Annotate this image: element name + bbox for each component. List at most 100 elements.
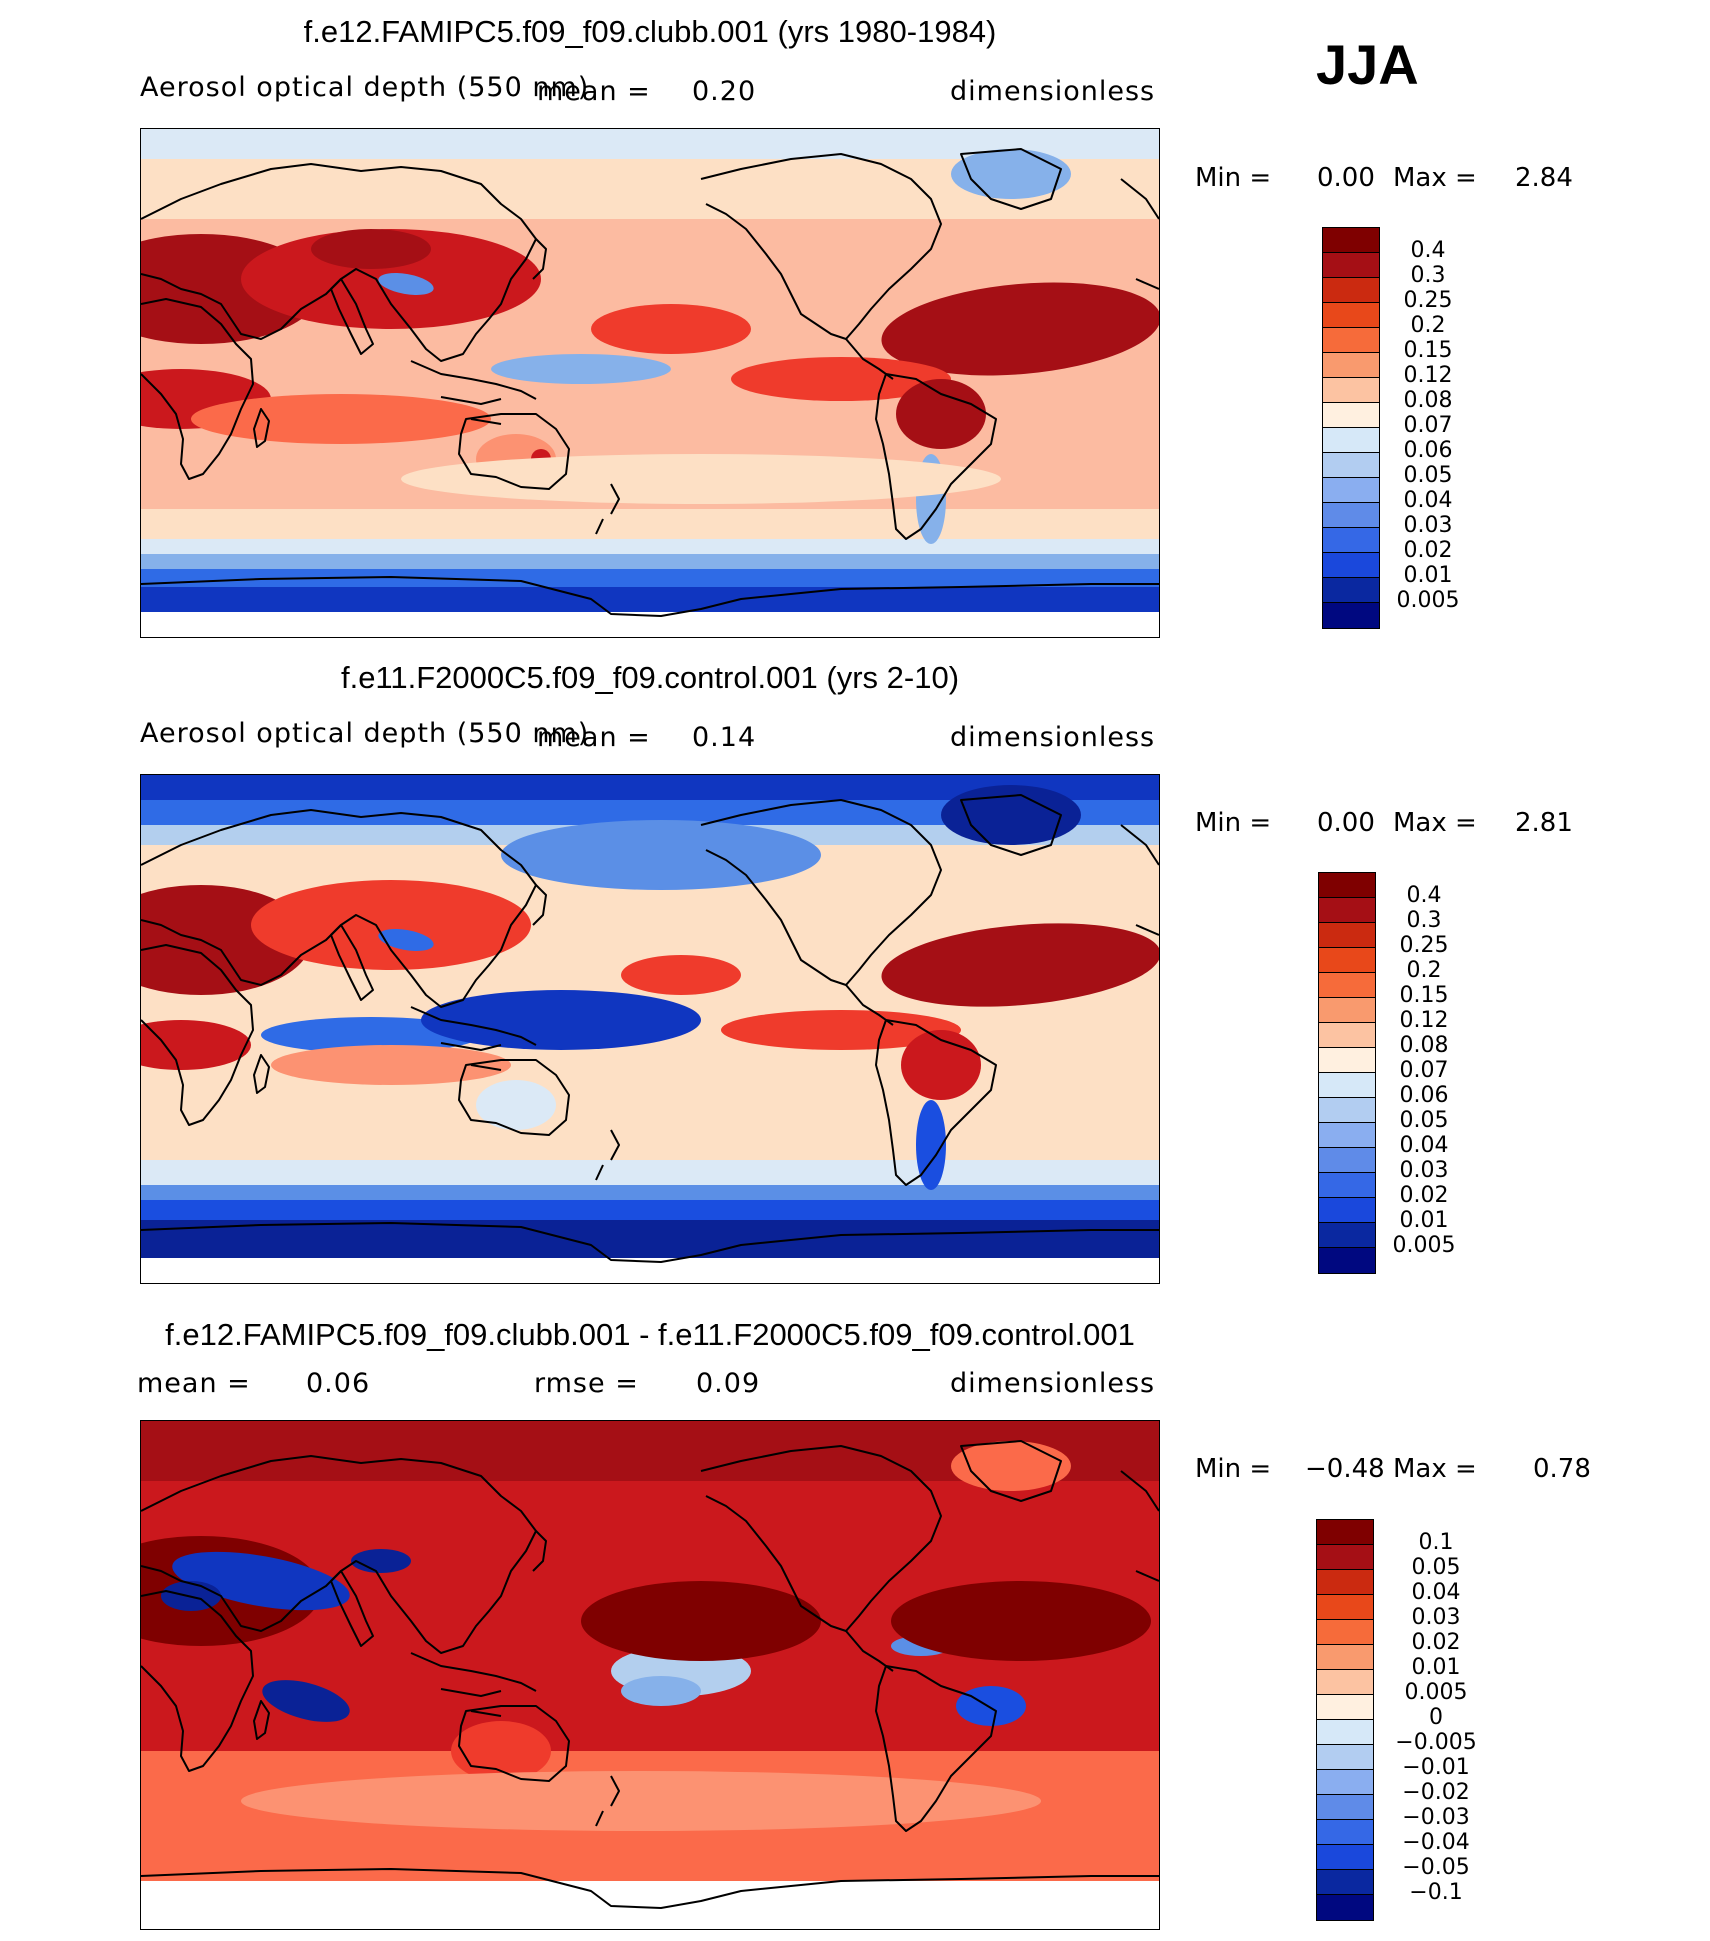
colorbar-swatch (1319, 873, 1375, 898)
colorbar-level-label: 0.2 (1410, 313, 1446, 338)
colorbar-level-label: 0.2 (1406, 958, 1442, 983)
colorbar (1316, 1519, 1374, 1921)
coastline (141, 163, 537, 362)
aod-field-blob (621, 955, 741, 995)
colorbar-level-label: 0.04 (1399, 1133, 1449, 1158)
coastline (595, 483, 620, 535)
aod-field-blob (581, 1581, 821, 1661)
aod-field-blob (621, 1676, 701, 1706)
atlantic-high-aod (881, 282, 1159, 376)
coastline (330, 924, 374, 1001)
colorbar-swatch (1317, 1620, 1373, 1645)
min-label: Min = (1195, 808, 1272, 838)
colorbar-level-label: 0.04 (1411, 1580, 1461, 1605)
colorbar-swatch (1319, 1173, 1375, 1198)
colorbar-level-label: 0.15 (1403, 338, 1453, 363)
colorbar-swatch (1323, 428, 1379, 453)
aod-field-blob (951, 1441, 1071, 1491)
min-value: −0.48 (1305, 1454, 1385, 1484)
colorbar-swatch (1319, 1123, 1375, 1148)
coastline (960, 794, 1062, 856)
colorbar-swatch (1323, 478, 1379, 503)
colorbar-level-label: 0.05 (1399, 1108, 1449, 1133)
coastline (141, 944, 254, 1126)
aod-field-blob (491, 354, 671, 384)
coastline (440, 396, 502, 425)
colorbar-level-label: 0.25 (1399, 933, 1449, 958)
colorbar-level-label: 0.08 (1399, 1033, 1449, 1058)
colorbar-level-label: 0.02 (1411, 1630, 1461, 1655)
aod-field-band (141, 569, 1159, 587)
aod-field-blob (916, 1100, 946, 1190)
coastline (875, 1019, 997, 1186)
colorbar-swatch (1317, 1895, 1373, 1920)
coastline (532, 884, 547, 926)
colorbar-level-label: −0.01 (1402, 1755, 1470, 1780)
aod-map (140, 128, 1160, 638)
coastline (141, 576, 1159, 617)
aod-field-blob (378, 929, 434, 951)
coastline (253, 408, 270, 448)
aod-field-blob (401, 454, 1001, 504)
field-name: Aerosol optical depth (550 nm) (140, 718, 590, 749)
colorbar-level-label: 0.005 (1392, 1233, 1456, 1258)
min-label: Min = (1195, 163, 1272, 193)
colorbar-swatch (1319, 1223, 1375, 1248)
colorbar-swatch (1323, 578, 1379, 603)
colorbar-level-label: 0.005 (1396, 588, 1460, 613)
aod-field-blob (241, 1771, 1041, 1831)
min-value: 0.00 (1317, 808, 1375, 838)
coastline (875, 1665, 997, 1832)
aod-field-blob (891, 1581, 1151, 1661)
aod-field-blob (351, 1549, 411, 1573)
colorbar-swatch (1319, 898, 1375, 923)
colorbar-level-label: 0.06 (1403, 438, 1453, 463)
colorbar-level-label: 0.15 (1399, 983, 1449, 1008)
colorbar-swatch (1319, 1148, 1375, 1173)
unresolved-band (141, 1881, 1159, 1929)
min-label: Min = (1195, 1454, 1272, 1484)
mean-value: 0.14 (692, 722, 757, 753)
mean-label: mean = (537, 76, 651, 107)
colorbar-swatch (1317, 1745, 1373, 1770)
aod-field-band (141, 1185, 1159, 1200)
aod-field-blob (378, 273, 434, 295)
colorbar (1322, 227, 1380, 629)
colorbar-swatch (1317, 1720, 1373, 1745)
coastline (141, 298, 254, 480)
coastline (141, 809, 537, 1008)
units-label: dimensionless (950, 76, 1156, 107)
colorbar-level-label: 0.03 (1399, 1158, 1449, 1183)
aod-field-blob (956, 1686, 1026, 1726)
coastline (595, 1129, 620, 1181)
coastline (141, 1590, 254, 1772)
colorbar-level-label: 0.05 (1411, 1555, 1461, 1580)
colorbar-swatch (1317, 1520, 1373, 1545)
coastline (1120, 178, 1159, 290)
colorbar-level-label: 0.3 (1410, 263, 1446, 288)
colorbar-level-label: −0.1 (1409, 1880, 1463, 1905)
aod-field-band (141, 554, 1159, 569)
aod-map (140, 774, 1160, 1284)
coastline (458, 1705, 570, 1782)
colorbar-swatch (1323, 503, 1379, 528)
max-value: 0.78 (1533, 1454, 1591, 1484)
colorbar-swatch (1323, 603, 1379, 628)
aod-field-band (141, 587, 1159, 612)
coastline (410, 360, 537, 400)
colorbar-level-label: 0.4 (1406, 883, 1442, 908)
coastline (700, 1445, 942, 1632)
colorbar-swatch (1317, 1670, 1373, 1695)
aod-field-blob (731, 357, 951, 401)
colorbar-level-label: 0.01 (1403, 563, 1453, 588)
mean-value: 0.20 (692, 76, 757, 107)
aod-field-blob (721, 1010, 961, 1050)
coastline (141, 1222, 1159, 1263)
units-label: dimensionless (950, 1368, 1156, 1399)
colorbar-swatch (1319, 973, 1375, 998)
coastline (960, 1440, 1062, 1502)
colorbar-swatch (1317, 1820, 1373, 1845)
colorbar-swatch (1319, 998, 1375, 1023)
colorbar-swatch (1317, 1870, 1373, 1895)
coastline (960, 148, 1062, 210)
